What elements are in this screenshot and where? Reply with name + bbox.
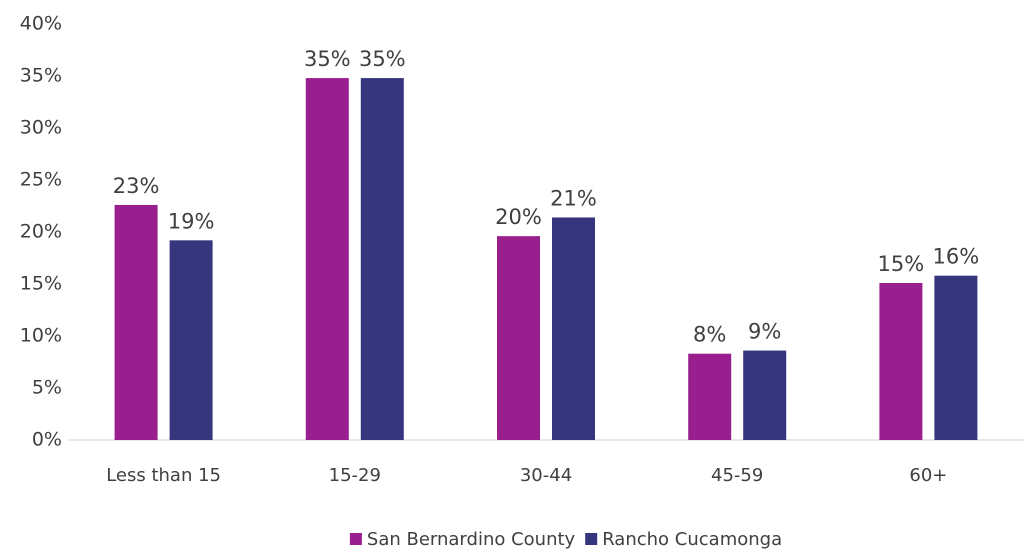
legend-swatch: [585, 533, 598, 545]
x-tick-label: Less than 15: [106, 465, 221, 486]
bar: [497, 236, 540, 440]
legend: San Bernardino County Rancho Cucamonga: [349, 529, 782, 550]
value-label: 8%: [693, 323, 726, 347]
value-label: 16%: [933, 245, 980, 269]
y-tick-label: 35%: [20, 65, 62, 87]
y-tick-label: 0%: [32, 429, 62, 451]
x-tick-label: 30-44: [520, 465, 572, 486]
y-tick-label: 5%: [32, 377, 62, 399]
bar: [688, 353, 732, 440]
bar: [169, 240, 213, 440]
y-tick-label: 10%: [20, 325, 62, 347]
value-label: 35%: [304, 47, 351, 71]
bar: [934, 275, 978, 440]
bar: [879, 282, 923, 440]
bar: [305, 78, 349, 440]
legend-label: San Bernardino County: [367, 529, 576, 550]
value-label: 9%: [748, 320, 781, 344]
legend-label: Rancho Cucamonga: [602, 529, 782, 550]
x-tick-label: 15-29: [329, 465, 381, 486]
value-label: 20%: [495, 205, 542, 229]
bar: [552, 217, 595, 440]
x-tick-label: 45-59: [711, 465, 763, 486]
bar: [360, 78, 404, 440]
y-tick-label: 30%: [20, 117, 62, 139]
bar: [114, 204, 158, 440]
y-tick-label: 40%: [20, 13, 62, 35]
legend-swatch: [349, 533, 362, 545]
x-tick-label: 60+: [909, 465, 947, 486]
bar: [743, 350, 787, 440]
value-label: 15%: [878, 252, 925, 276]
value-label: 35%: [359, 47, 406, 71]
y-tick-label: 25%: [20, 169, 62, 191]
value-label: 23%: [113, 174, 160, 198]
y-tick-label: 20%: [20, 221, 62, 243]
value-label: 19%: [168, 209, 215, 233]
value-label: 21%: [550, 186, 597, 210]
y-tick-label: 15%: [20, 273, 62, 295]
